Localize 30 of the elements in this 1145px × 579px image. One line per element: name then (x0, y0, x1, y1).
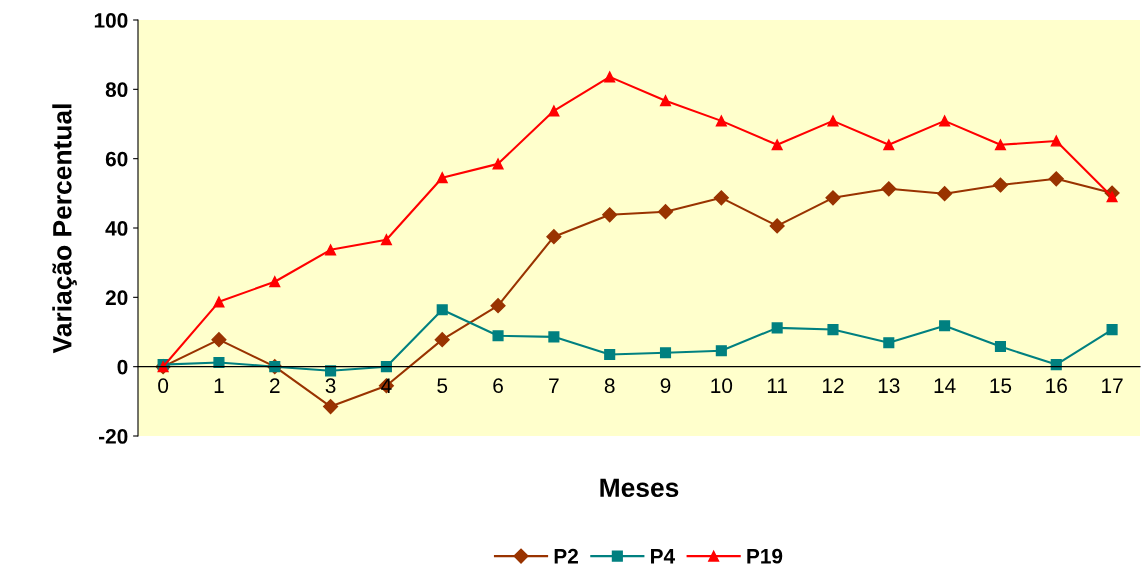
x-tick-label: 12 (822, 378, 844, 393)
y-axis-title: Variação Percentual (52, 104, 77, 354)
legend-label: P19 (747, 548, 783, 564)
x-tick-label: 11 (767, 378, 787, 393)
x-tick-label: 2 (270, 378, 280, 393)
x-tick-label: 15 (990, 378, 1012, 394)
x-tick-label: 6 (493, 378, 503, 394)
x-tick-label: 5 (437, 378, 448, 394)
y-tick-label: -20 (98, 429, 128, 444)
x-tick-label: 0 (158, 378, 169, 394)
x-tick-label: 4 (381, 378, 392, 393)
y-tick-label: 100 (94, 13, 128, 28)
y-tick-label: 60 (105, 151, 128, 167)
x-tick-label: 1 (214, 378, 224, 393)
x-tick-label: 9 (660, 378, 671, 394)
x-tick-label: 13 (878, 378, 900, 394)
x-tick-label: 8 (604, 378, 615, 394)
y-tick-label: 20 (105, 290, 128, 306)
x-tick-label: 7 (549, 378, 559, 393)
x-tick-label: 14 (934, 378, 956, 393)
y-tick-label: 0 (117, 359, 128, 375)
x-axis-title: Meses (600, 478, 679, 498)
y-tick-label: 40 (105, 221, 128, 236)
y-tick-label: 80 (105, 82, 128, 98)
x-tick-label: 16 (1046, 378, 1067, 394)
x-tick-label: 17 (1102, 378, 1123, 393)
legend-label: P2 (554, 548, 578, 564)
x-tick-label: 10 (711, 378, 733, 394)
legend-label: P4 (651, 549, 675, 564)
x-tick-label: 3 (325, 378, 336, 394)
